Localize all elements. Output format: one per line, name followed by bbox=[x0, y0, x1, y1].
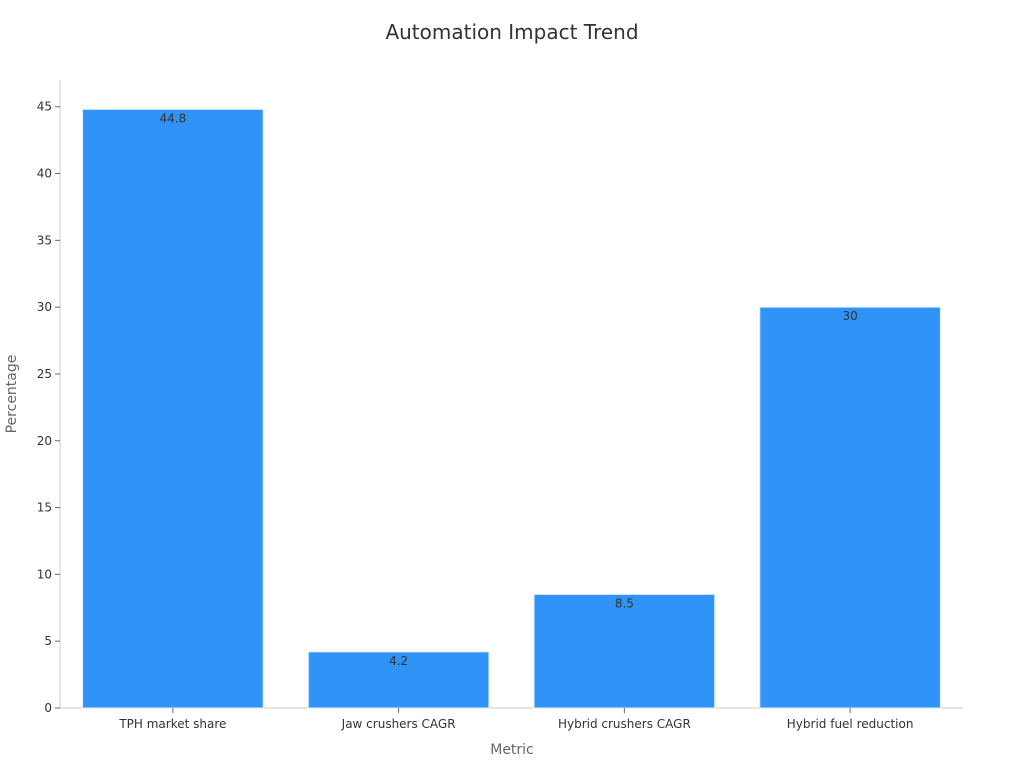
x-tick-label: Jaw crushers CAGR bbox=[341, 717, 456, 731]
data-label: 4.2 bbox=[389, 654, 408, 668]
bar bbox=[759, 306, 941, 709]
x-tick-label: Hybrid crushers CAGR bbox=[558, 717, 691, 731]
data-label: 30 bbox=[842, 309, 857, 323]
y-tick-label: 35 bbox=[37, 233, 52, 247]
bar bbox=[82, 108, 264, 709]
y-tick-label: 40 bbox=[37, 167, 52, 181]
x-tick-label: TPH market share bbox=[118, 717, 226, 731]
x-tick-label: Hybrid fuel reduction bbox=[787, 717, 914, 731]
data-label: 8.5 bbox=[615, 596, 634, 610]
y-tick-label: 20 bbox=[37, 434, 52, 448]
x-axis-label: Metric bbox=[490, 742, 534, 758]
y-tick-label: 25 bbox=[37, 367, 52, 381]
y-tick-label: 5 bbox=[44, 634, 52, 648]
data-label: 44.8 bbox=[160, 111, 187, 125]
y-tick-label: 30 bbox=[37, 300, 52, 314]
y-tick-label: 45 bbox=[37, 100, 52, 114]
y-tick-label: 10 bbox=[37, 567, 52, 581]
y-tick-label: 0 bbox=[44, 701, 52, 715]
bar bbox=[533, 593, 716, 709]
chart-title: Automation Impact Trend bbox=[385, 20, 639, 44]
y-tick-label: 15 bbox=[37, 501, 52, 515]
